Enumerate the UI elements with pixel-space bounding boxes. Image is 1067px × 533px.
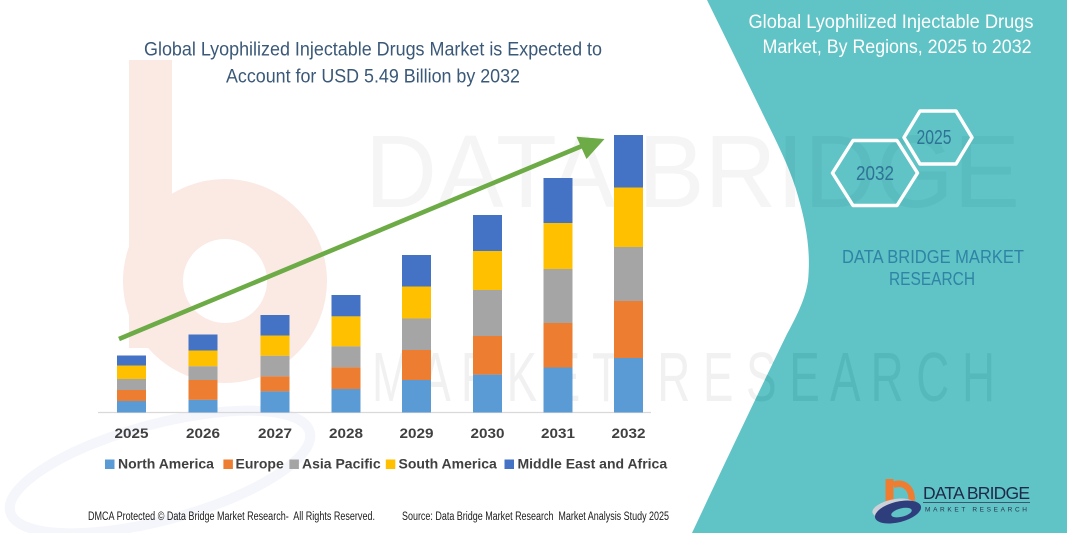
svg-text:2025: 2025 [917,127,952,149]
svg-text:DMCA Protected © Data Bridge M: DMCA Protected © Data Bridge Market Rese… [88,511,375,523]
svg-text:RESEARCH: RESEARCH [889,269,975,289]
svg-text:2026: 2026 [186,425,220,441]
svg-text:Global Lyophilized Injectable: Global Lyophilized Injectable Drugs Mark… [144,40,602,61]
svg-text:Europe: Europe [236,456,284,472]
svg-text:2028: 2028 [329,425,363,441]
svg-text:Source: Data Bridge Market Res: Source: Data Bridge Market Research Mark… [402,511,669,523]
svg-text:DATA BRIDGE: DATA BRIDGE [923,483,1030,503]
svg-text:MARKET RESEARCH: MARKET RESEARCH [925,507,1027,514]
svg-text:2025: 2025 [115,425,149,441]
svg-text:Middle East and Africa: Middle East and Africa [518,456,668,472]
svg-text:2027: 2027 [258,425,292,441]
svg-text:2032: 2032 [612,425,646,441]
svg-text:2032: 2032 [856,163,894,185]
svg-text:Asia Pacific: Asia Pacific [302,456,381,472]
svg-text:Market, By Regions, 2025 to 20: Market, By Regions, 2025 to 2032 [763,37,1032,58]
svg-text:DATA BRIDGE MARKET: DATA BRIDGE MARKET [842,247,1024,267]
svg-text:2029: 2029 [400,425,434,441]
svg-text:South America: South America [399,456,497,472]
svg-text:2031: 2031 [541,425,575,441]
svg-text:North America: North America [118,456,214,472]
svg-text:2030: 2030 [471,425,505,441]
svg-text:Global Lyophilized Injectable: Global Lyophilized Injectable Drugs [749,12,1034,33]
svg-text:Account for USD 5.49 Billion b: Account for USD 5.49 Billion by 2032 [226,67,520,88]
